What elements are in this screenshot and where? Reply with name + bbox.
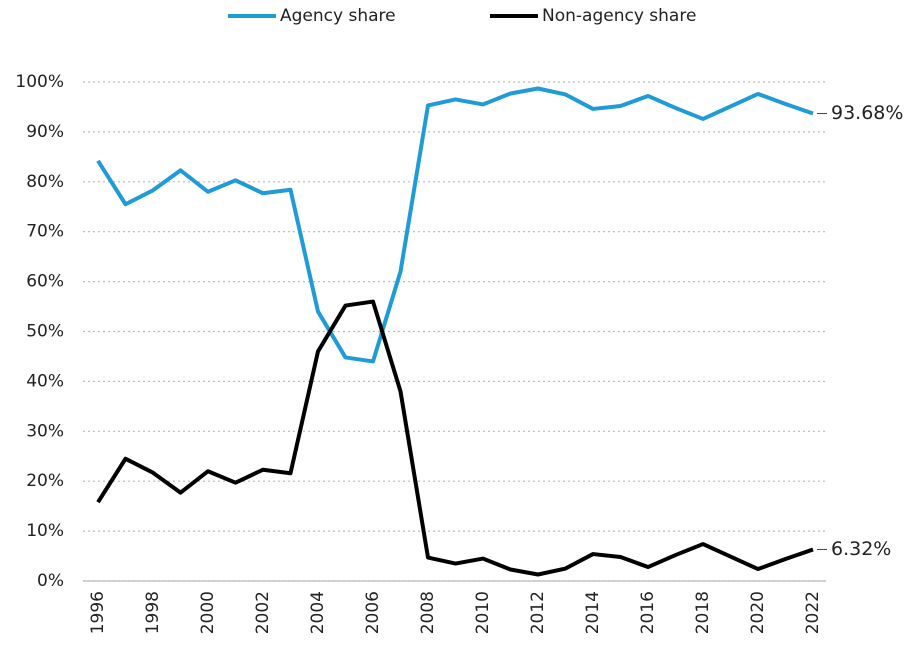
- y-tick-label: 90%: [26, 122, 64, 142]
- legend-label: Agency share: [280, 6, 396, 26]
- y-tick-label: 80%: [26, 172, 64, 192]
- x-tick-label: 2004: [308, 591, 328, 634]
- x-tick-label: 2014: [583, 591, 603, 634]
- data-label: 93.68%: [831, 102, 903, 124]
- y-tick-label: 60%: [26, 272, 64, 292]
- series-line: [96, 299, 814, 577]
- x-tick-label: 2002: [253, 591, 273, 634]
- x-tick-label: 1998: [143, 591, 163, 634]
- x-tick-label: 2000: [198, 591, 218, 634]
- y-tick-label: 50%: [26, 322, 64, 342]
- x-tick-label: 2018: [693, 591, 713, 634]
- y-tick-label: 40%: [26, 371, 64, 391]
- x-tick-label: 2022: [803, 591, 823, 634]
- series-line: [96, 86, 814, 364]
- y-tick-label: 70%: [26, 222, 64, 242]
- x-tick-label: 2010: [473, 591, 493, 634]
- x-tick-label: 1996: [88, 591, 108, 634]
- x-tick-label: 2006: [363, 591, 383, 634]
- data-label: 6.32%: [831, 538, 891, 560]
- x-tick-label: 2020: [748, 591, 768, 634]
- y-tick-label: 0%: [37, 571, 64, 591]
- x-tick-label: 2008: [418, 591, 438, 634]
- y-tick-label: 10%: [26, 521, 64, 541]
- legend-label: Non-agency share: [542, 6, 696, 26]
- y-tick-label: 100%: [15, 72, 64, 92]
- x-tick-label: 2016: [638, 591, 658, 634]
- y-tick-label: 30%: [26, 421, 64, 441]
- y-tick-label: 20%: [26, 471, 64, 491]
- x-tick-label: 2012: [528, 591, 548, 634]
